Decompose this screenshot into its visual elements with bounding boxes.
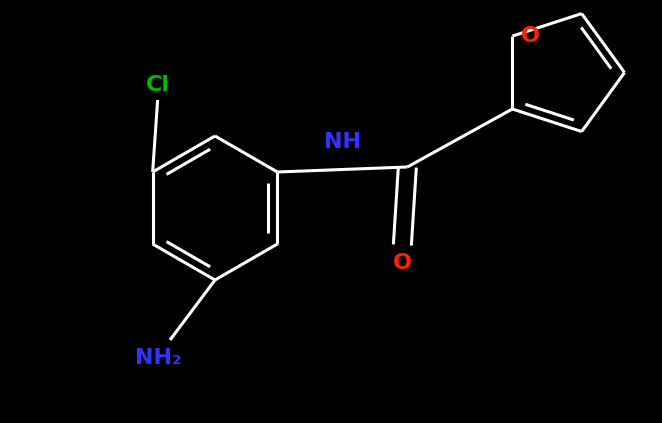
Text: Cl: Cl bbox=[146, 75, 169, 95]
Text: NH: NH bbox=[324, 132, 361, 151]
Text: O: O bbox=[521, 26, 540, 46]
Text: NH₂: NH₂ bbox=[134, 348, 181, 368]
Text: O: O bbox=[393, 253, 412, 273]
